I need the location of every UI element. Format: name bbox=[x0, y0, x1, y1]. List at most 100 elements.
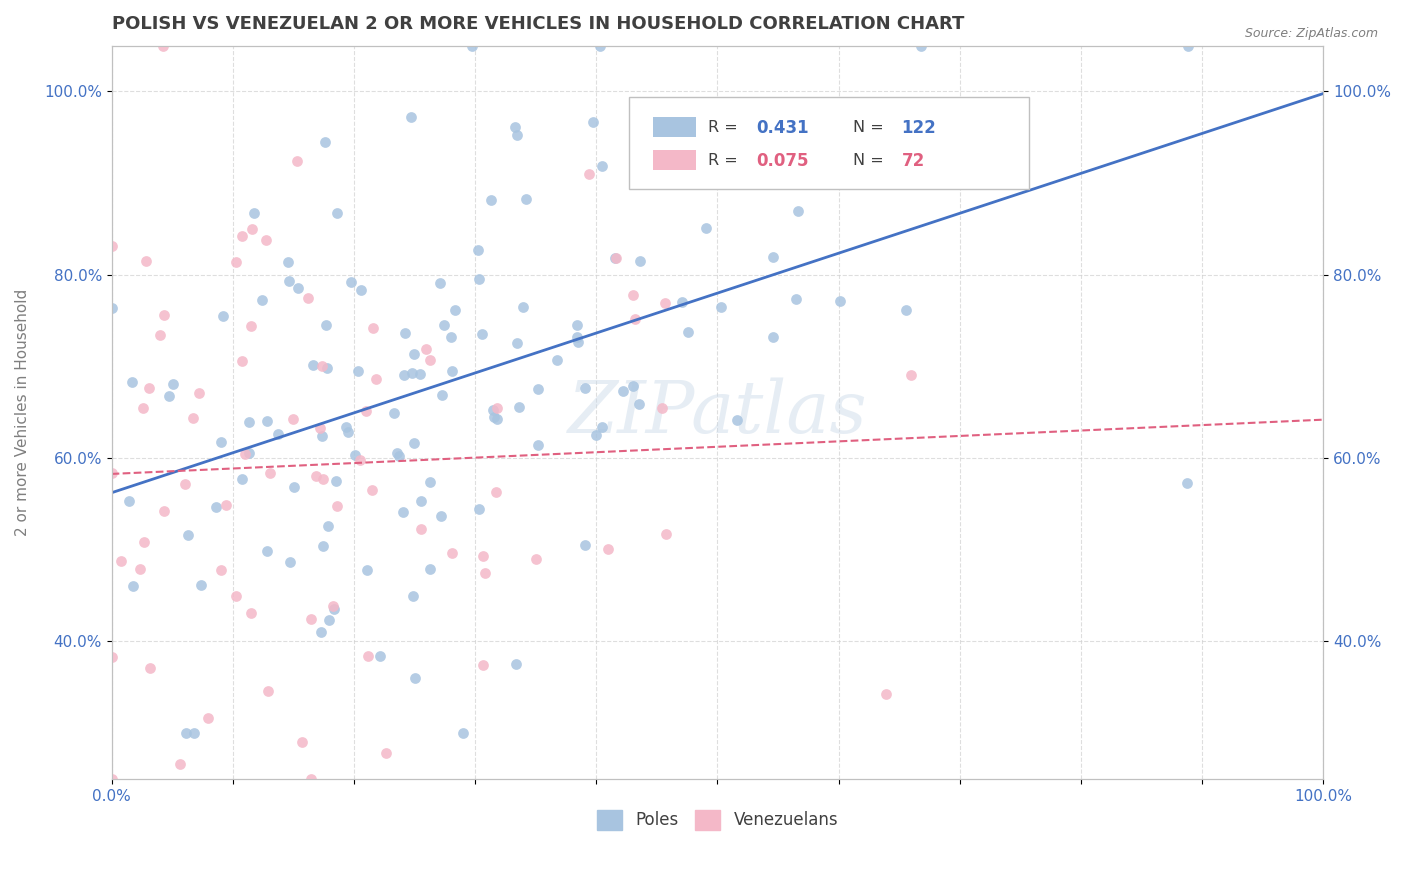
Point bbox=[169, 757, 191, 772]
Point bbox=[344, 449, 367, 463]
Point bbox=[505, 657, 527, 672]
Point bbox=[419, 475, 441, 490]
Point bbox=[402, 347, 425, 361]
Point bbox=[277, 255, 299, 269]
Point bbox=[287, 281, 309, 295]
Point bbox=[695, 221, 717, 235]
Point bbox=[461, 38, 484, 53]
Point bbox=[335, 420, 357, 434]
Point bbox=[197, 711, 219, 725]
Point bbox=[621, 379, 644, 393]
FancyBboxPatch shape bbox=[654, 150, 696, 170]
Point bbox=[786, 204, 808, 219]
Point bbox=[382, 406, 405, 420]
Point bbox=[211, 310, 233, 324]
Point bbox=[394, 326, 416, 341]
Point bbox=[785, 292, 807, 306]
Point bbox=[401, 366, 423, 380]
Point bbox=[254, 233, 277, 247]
Point bbox=[790, 137, 813, 152]
Point bbox=[875, 688, 897, 702]
Point bbox=[312, 472, 335, 486]
Point bbox=[181, 410, 204, 425]
Point bbox=[131, 401, 153, 415]
Point bbox=[762, 330, 785, 344]
Point bbox=[325, 205, 347, 219]
Point bbox=[485, 484, 508, 499]
Point bbox=[591, 419, 613, 434]
Point bbox=[430, 388, 453, 402]
Point bbox=[444, 302, 467, 317]
Point bbox=[725, 413, 748, 427]
Point bbox=[392, 505, 415, 519]
Point bbox=[399, 110, 422, 124]
Point bbox=[486, 401, 509, 415]
Point bbox=[238, 446, 260, 460]
Point bbox=[628, 397, 651, 411]
Point bbox=[135, 253, 157, 268]
Point bbox=[360, 483, 382, 498]
Point bbox=[242, 222, 264, 236]
Point bbox=[316, 361, 339, 376]
Point bbox=[311, 359, 333, 374]
Point bbox=[162, 376, 184, 391]
Point bbox=[239, 318, 262, 333]
Point bbox=[291, 735, 314, 749]
Point bbox=[402, 435, 425, 450]
Point bbox=[240, 606, 263, 620]
Point bbox=[409, 367, 432, 381]
Point bbox=[205, 500, 228, 515]
Point bbox=[277, 275, 299, 289]
Point bbox=[340, 276, 363, 290]
Point bbox=[506, 128, 529, 143]
Point bbox=[100, 239, 122, 253]
Point bbox=[910, 38, 932, 53]
Point bbox=[256, 684, 278, 698]
Point bbox=[325, 474, 347, 488]
Text: POLISH VS VENEZUELAN 2 OR MORE VEHICLES IN HOUSEHOLD CORRELATION CHART: POLISH VS VENEZUELAN 2 OR MORE VEHICLES … bbox=[111, 15, 965, 33]
Point bbox=[471, 657, 494, 672]
Point bbox=[574, 381, 596, 395]
Point bbox=[512, 300, 534, 314]
Text: R =: R = bbox=[707, 153, 742, 169]
Point bbox=[243, 206, 266, 220]
Point bbox=[527, 438, 550, 452]
Point bbox=[309, 624, 332, 639]
Point bbox=[302, 358, 325, 372]
Point bbox=[187, 386, 209, 401]
Point bbox=[153, 504, 176, 518]
Point bbox=[481, 402, 503, 417]
Point bbox=[347, 364, 370, 378]
Point bbox=[337, 425, 360, 439]
Point bbox=[318, 613, 340, 627]
Point bbox=[266, 426, 288, 441]
Point bbox=[215, 498, 238, 512]
Point bbox=[451, 726, 474, 740]
Point bbox=[612, 384, 634, 399]
Point bbox=[117, 494, 139, 508]
Point bbox=[100, 650, 122, 665]
Point bbox=[349, 283, 371, 297]
Point bbox=[392, 368, 415, 382]
Point bbox=[233, 447, 256, 461]
Text: ZIPatlas: ZIPatlas bbox=[568, 377, 868, 448]
Point bbox=[740, 163, 762, 178]
Point bbox=[565, 330, 588, 344]
Point bbox=[110, 554, 132, 568]
Point bbox=[121, 579, 143, 593]
Point bbox=[474, 566, 496, 580]
Y-axis label: 2 or more Vehicles in Household: 2 or more Vehicles in Household bbox=[15, 289, 30, 536]
Point bbox=[524, 552, 547, 566]
Point bbox=[256, 414, 278, 428]
Point bbox=[132, 535, 155, 549]
Point bbox=[574, 537, 596, 551]
Point bbox=[651, 401, 673, 415]
Point bbox=[128, 562, 150, 576]
Point bbox=[152, 38, 174, 53]
Point bbox=[440, 330, 463, 344]
Point bbox=[285, 153, 308, 168]
Point bbox=[121, 375, 143, 389]
Point bbox=[1175, 475, 1198, 490]
Text: 122: 122 bbox=[901, 119, 936, 136]
Text: 72: 72 bbox=[901, 152, 925, 169]
